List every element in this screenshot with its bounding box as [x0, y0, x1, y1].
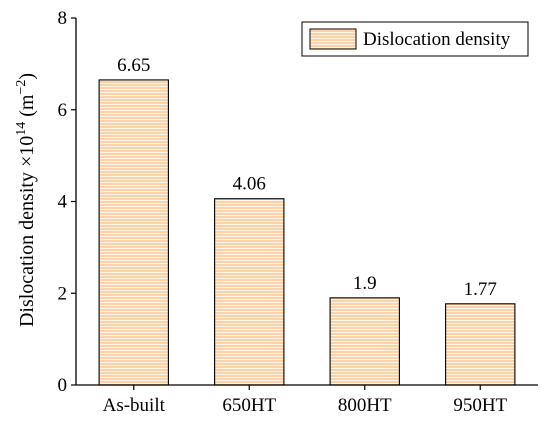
data-labels: 6.65 4.06 1.9 1.77 — [117, 55, 497, 300]
data-label: 4.06 — [233, 174, 266, 195]
x-tick-label: 950HT — [453, 395, 507, 416]
bar-800ht — [329, 297, 400, 386]
data-label: 1.9 — [353, 273, 377, 294]
x-ticks: As-built 650HT 800HT 950HT — [103, 385, 508, 416]
bars — [98, 79, 516, 386]
x-tick-label: 650HT — [222, 395, 276, 416]
y-tick-label: 4 — [58, 192, 68, 213]
legend-label: Dislocation density — [363, 29, 511, 50]
bar-as-built — [98, 79, 169, 386]
data-label: 6.65 — [117, 55, 150, 76]
y-axis-label: Dislocation density ×1014 (m−2) — [14, 73, 38, 327]
y-ticks: 0 2 4 6 8 — [58, 8, 76, 396]
y-tick-label: 6 — [58, 100, 68, 121]
y-tick-label: 8 — [58, 8, 68, 29]
legend: Dislocation density — [301, 21, 529, 57]
legend-swatch — [309, 28, 357, 50]
x-tick-label: 800HT — [338, 395, 392, 416]
bar-950ht — [445, 303, 516, 386]
data-label: 1.77 — [464, 279, 497, 300]
x-tick-label: As-built — [103, 395, 166, 416]
y-tick-label: 0 — [58, 375, 68, 396]
y-tick-label: 2 — [58, 283, 68, 304]
bar-650ht — [214, 198, 285, 386]
